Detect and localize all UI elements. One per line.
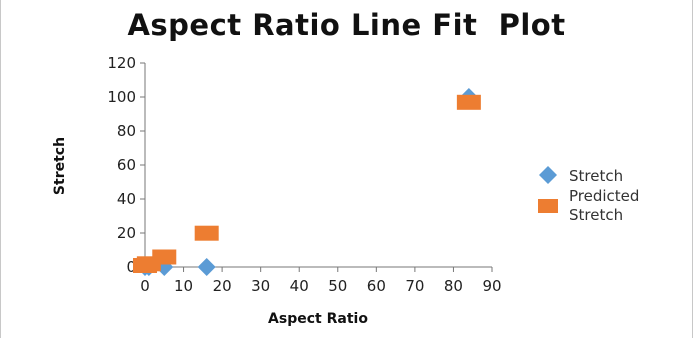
predicted-stretch-point bbox=[152, 249, 177, 265]
data-points bbox=[133, 88, 481, 276]
y-tick-label: 100 bbox=[107, 88, 136, 106]
legend-stretch-swatch bbox=[539, 166, 557, 184]
y-tick-label: 40 bbox=[117, 190, 136, 208]
legend-predicted-label: Predicted Stretch bbox=[569, 187, 639, 224]
x-tick-label: 80 bbox=[444, 277, 463, 295]
predicted-stretch-point bbox=[456, 94, 481, 110]
stretch-point bbox=[197, 258, 216, 276]
legend-predicted-swatch bbox=[538, 199, 558, 213]
axes bbox=[140, 62, 493, 272]
x-tick-label: 70 bbox=[405, 277, 424, 295]
y-tick-label: 80 bbox=[117, 122, 136, 140]
y-tick-labels: 0 20 40 60 80 100 120 bbox=[107, 54, 136, 276]
x-tick-label: 40 bbox=[290, 277, 309, 295]
y-tick-label: 20 bbox=[117, 224, 136, 242]
x-tick-label: 20 bbox=[213, 277, 232, 295]
x-tick-label: 60 bbox=[367, 277, 386, 295]
predicted-stretch-point bbox=[194, 225, 219, 241]
x-tick-labels: 0 10 20 30 40 50 60 70 80 90 bbox=[140, 277, 501, 295]
chart-title: Aspect Ratio Line Fit Plot bbox=[127, 8, 566, 42]
x-axis-title: Aspect Ratio bbox=[268, 311, 368, 327]
y-tick-label: 120 bbox=[107, 54, 136, 72]
x-tick-label: 30 bbox=[251, 277, 270, 295]
y-tick-label: 0 bbox=[126, 258, 136, 276]
legend-stretch-label: Stretch bbox=[569, 167, 623, 185]
x-tick-label: 10 bbox=[174, 277, 193, 295]
x-tick-label: 0 bbox=[140, 277, 150, 295]
x-tick-label: 90 bbox=[482, 277, 501, 295]
x-tick-label: 50 bbox=[328, 277, 347, 295]
legend: Stretch Predicted Stretch bbox=[538, 166, 639, 224]
y-axis-title: Stretch bbox=[52, 137, 68, 195]
y-tick-label: 60 bbox=[117, 156, 136, 174]
